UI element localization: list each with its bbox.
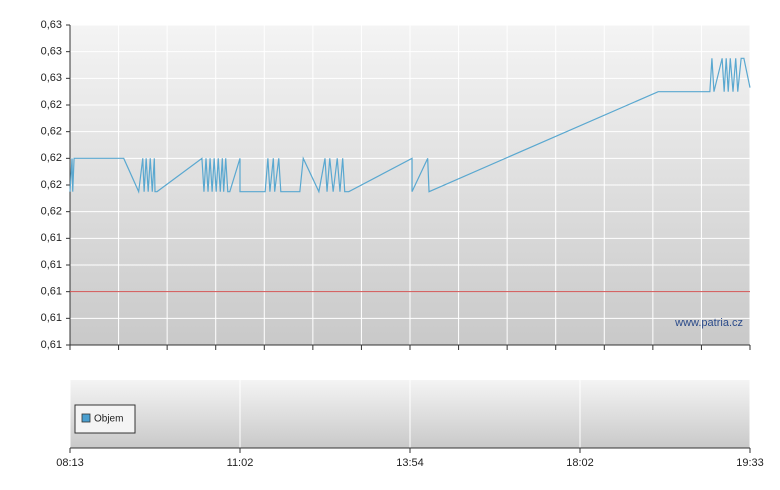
x-tick-label: 08:13 <box>56 457 84 469</box>
y-tick-label: 0,61 <box>41 339 62 351</box>
y-tick-label: 0,61 <box>41 286 62 298</box>
x-tick-label: 19:33 <box>736 457 764 469</box>
y-tick-label: 0,61 <box>41 259 62 271</box>
y-tick-label: 0,62 <box>41 126 62 138</box>
x-tick-label: 18:02 <box>566 457 594 469</box>
x-tick-label: 11:02 <box>227 457 254 469</box>
y-tick-label: 0,62 <box>41 152 62 164</box>
price-line <box>69 57 751 194</box>
watermark: www.patria.cz <box>674 317 743 329</box>
y-tick-label: 0,62 <box>41 99 62 111</box>
y-tick-label: 0,61 <box>41 232 62 244</box>
x-tick-label: 13:54 <box>396 457 424 469</box>
y-tick-label: 0,63 <box>41 46 62 58</box>
y-tick-label: 0,63 <box>41 72 62 84</box>
y-tick-label: 0,62 <box>41 206 62 218</box>
y-tick-label: 0,61 <box>41 312 62 324</box>
legend-swatch <box>81 413 91 423</box>
y-tick-label: 0,62 <box>41 179 62 191</box>
legend-label: Objem <box>94 414 123 425</box>
y-tick-label: 0,63 <box>41 19 62 31</box>
